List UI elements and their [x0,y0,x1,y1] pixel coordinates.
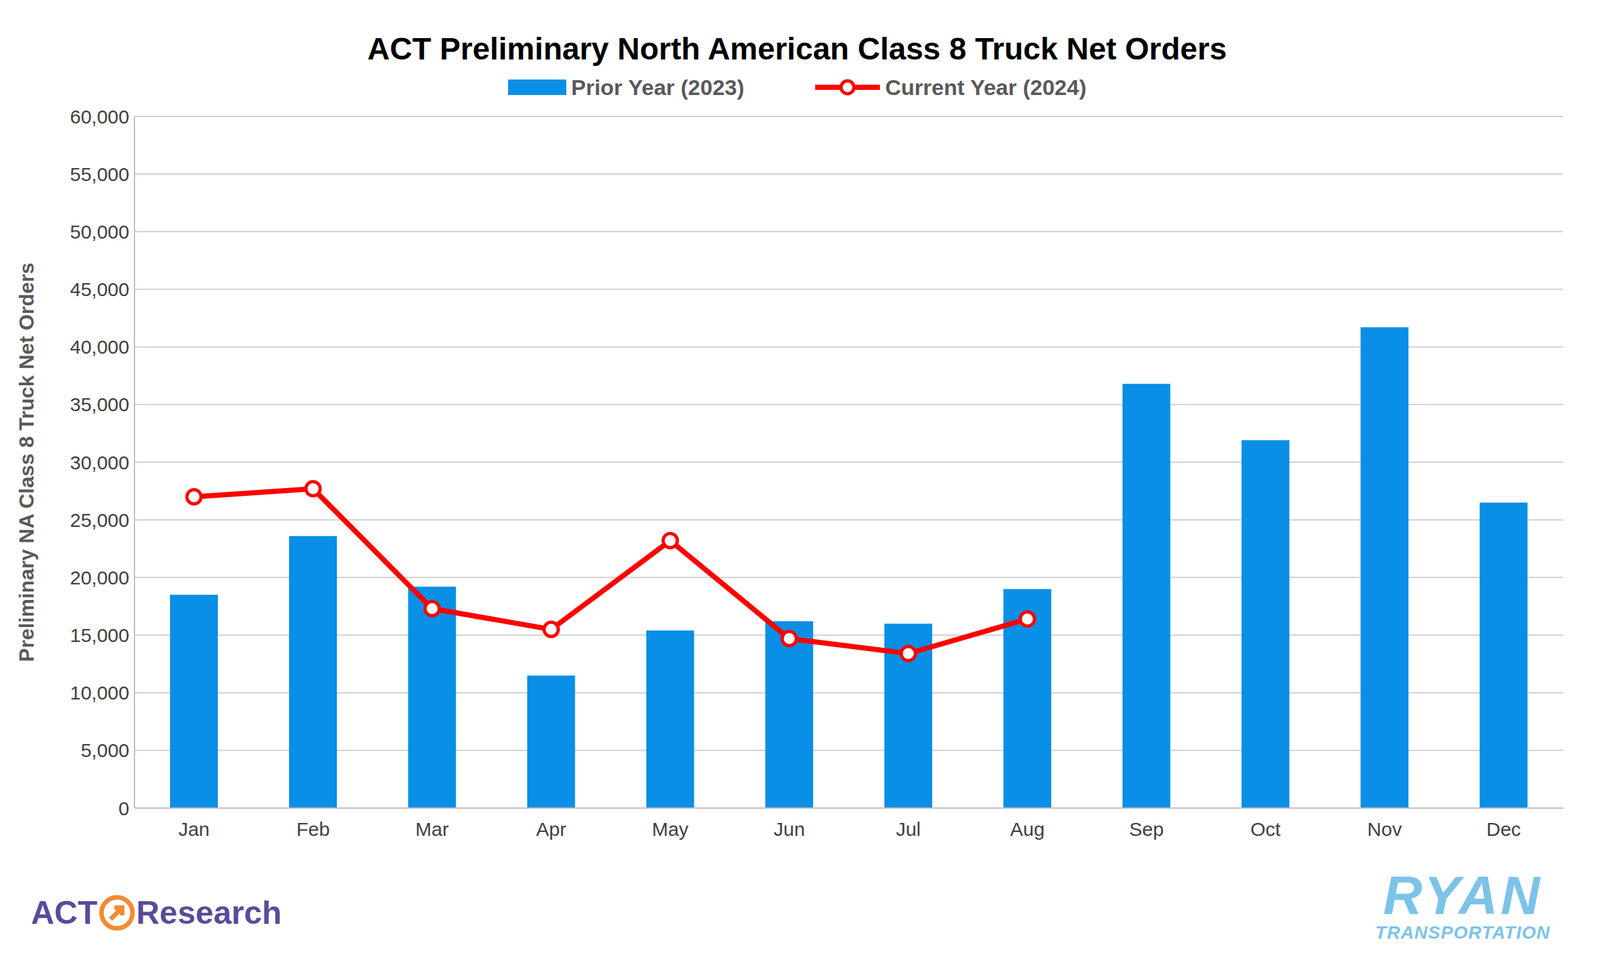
svg-text:0: 0 [118,797,130,820]
svg-text:Jun: Jun [773,818,805,840]
svg-text:Oct: Oct [1250,818,1281,840]
svg-text:Dec: Dec [1486,818,1521,840]
html-text:ACT: ACT [31,894,98,931]
html-text:RYAN: RYAN [1383,864,1543,926]
svg-text:20,000: 20,000 [69,566,130,589]
svg-text:Aug: Aug [1010,818,1045,840]
svg-text:Jul: Jul [896,818,921,840]
svg-text:25,000: 25,000 [69,509,130,531]
svg-text:10,000: 10,000 [69,682,130,704]
svg-text:Sep: Sep [1129,818,1164,840]
svg-text:15,000: 15,000 [69,624,130,646]
html-text:TRANSPORTATION: TRANSPORTATION [1375,922,1551,943]
svg-text:55,000: 55,000 [69,163,130,185]
html-text:ACT Preliminary North American: ACT Preliminary North American Class 8 T… [367,31,1227,66]
svg-text:45,000: 45,000 [69,278,130,300]
svg-text:May: May [651,818,689,840]
svg-text:Mar: Mar [415,818,450,840]
svg-text:60,000: 60,000 [69,106,130,128]
svg-text:30,000: 30,000 [69,451,130,474]
svg-text:35,000: 35,000 [69,393,130,416]
svg-text:5,000: 5,000 [80,739,130,761]
svg-text:Feb: Feb [296,818,330,840]
svg-text:Apr: Apr [535,818,567,840]
svg-text:50,000: 50,000 [69,221,130,243]
svg-text:40,000: 40,000 [69,336,130,358]
html-text:Prior Year (2023): Prior Year (2023) [571,74,745,100]
svg-text:Preliminary NA Class 8 Truck N: Preliminary NA Class 8 Truck Net Orders [14,262,39,662]
svg-text:Nov: Nov [1367,818,1402,840]
html-text:Research: Research [136,894,282,931]
html-text:Current Year (2024): Current Year (2024) [885,74,1087,100]
svg-text:Jan: Jan [178,818,210,840]
